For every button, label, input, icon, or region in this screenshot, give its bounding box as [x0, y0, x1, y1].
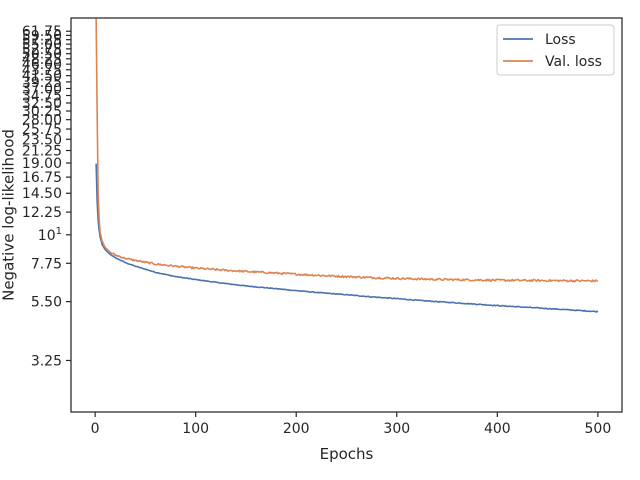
x-tick-label: 0: [91, 421, 100, 437]
y-tick-label: 32.50: [22, 96, 62, 112]
y-tick-label: 41.50: [22, 69, 62, 85]
y-tick-label: 21.25: [22, 144, 62, 160]
y-tick-label: 59.50: [22, 28, 62, 44]
y-tick-label: 19.00: [22, 156, 62, 172]
y-tick-label: 7.75: [31, 256, 62, 272]
y-tick-label: 28.00: [22, 113, 62, 129]
y-tick-label: 52.75: [22, 42, 62, 58]
series-layer: [95, 18, 599, 313]
plot-frame: [70, 17, 623, 413]
y-tick-label: 25.75: [22, 122, 62, 138]
y-axis-ticks: 3.255.507.7510112.2514.5016.7519.0021.25…: [22, 24, 71, 369]
y-tick-label: 46.00: [22, 57, 62, 73]
y-tick-label: 57.25: [22, 33, 62, 49]
y-tick-label: 14.50: [22, 186, 62, 202]
series-line: [95, 163, 599, 313]
legend: Loss Val. loss: [496, 24, 615, 76]
y-tick-label: 37.00: [22, 81, 62, 97]
y-tick-label: 50.50: [22, 47, 62, 63]
x-tick-label: 100: [182, 421, 209, 437]
y-tick-label: 16.75: [22, 170, 62, 186]
y-tick-label: 34.75: [22, 89, 62, 105]
y-tick-label: 5.50: [31, 295, 62, 311]
y-tick-label: 39.25: [22, 75, 62, 91]
series-line: [95, 18, 599, 283]
y-tick-label: 55.00: [22, 37, 62, 53]
y-tick-label: 43.75: [22, 63, 62, 79]
x-tick-label: 400: [484, 421, 511, 437]
y-tick-label: 3.25: [31, 353, 62, 369]
legend-label: Loss: [545, 32, 576, 48]
y-tick-label: 48.25: [22, 52, 62, 68]
y-tick-label: 61.75: [22, 24, 62, 40]
plot-area: [71, 18, 622, 412]
y-tick-label: 23.50: [22, 132, 62, 148]
y-tick-label: 12.25: [22, 205, 62, 221]
legend-label: Val. loss: [545, 54, 602, 70]
x-axis-label: Epochs: [320, 445, 374, 463]
x-tick-label: 300: [383, 421, 410, 437]
legend-box: [496, 24, 615, 76]
x-tick-label: 500: [585, 421, 612, 437]
x-tick-label: 200: [283, 421, 310, 437]
y-tick-label: 30.25: [22, 104, 62, 120]
y-axis-label: Negative log-likelihood: [0, 129, 18, 301]
x-axis-ticks: 0 100 200 300 400 500: [91, 412, 612, 437]
